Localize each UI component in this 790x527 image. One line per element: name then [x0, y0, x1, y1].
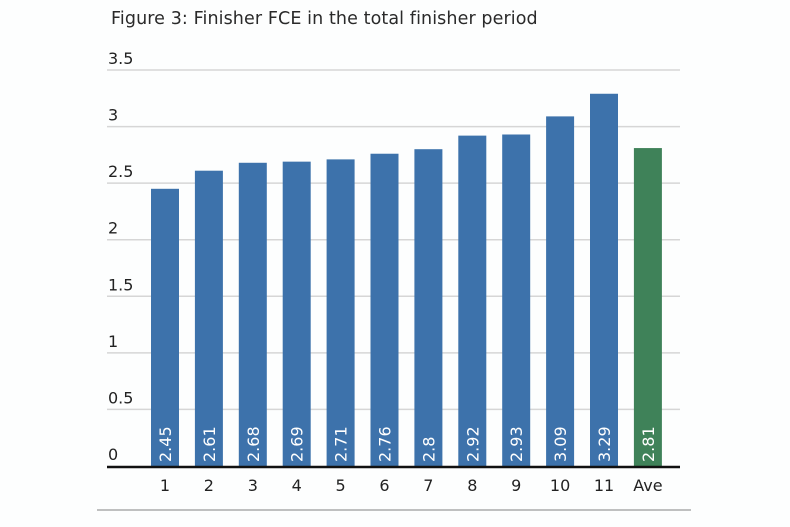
bars	[151, 93, 662, 467]
bar	[151, 188, 179, 467]
x-tick-label: 9	[511, 476, 521, 495]
data-labels: 2.45 2.61 2.68 2.69 2.71 2.76 2.8 2.92 2.93 3.09 3…	[156, 426, 658, 462]
y-tick-label: 1	[108, 332, 118, 351]
bar	[502, 134, 531, 466]
x-tick-label: 7	[423, 476, 433, 495]
data-label: 2.69	[288, 426, 307, 462]
bar	[590, 93, 618, 466]
data-label: 2.92	[463, 426, 482, 462]
bar	[414, 149, 443, 466]
x-tick-label: 2	[204, 476, 214, 495]
x-tick-label: 6	[379, 476, 389, 495]
data-label: 2.8	[419, 437, 438, 462]
data-label: 2.71	[332, 426, 351, 462]
x-axis-ticks: 1 2 3 4 5 6 7 8 9 10 11 Ave	[160, 476, 663, 495]
x-tick-label: 3	[248, 476, 258, 495]
x-tick-label: 1	[160, 476, 170, 495]
data-label: 3.09	[551, 426, 570, 462]
x-tick-label: 5	[336, 476, 346, 495]
data-label: 2.61	[200, 426, 219, 462]
y-axis-ticks: 0 0.5 1 1.5 2 2.5 3 3.5	[108, 49, 133, 464]
bar	[282, 161, 311, 466]
data-label: 2.81	[639, 426, 658, 462]
bar-average	[633, 148, 662, 466]
bar	[370, 153, 399, 466]
bar	[458, 135, 487, 466]
data-label: 2.93	[507, 426, 526, 462]
x-tick-label: 8	[467, 476, 477, 495]
x-tick-label: 4	[292, 476, 302, 495]
x-tick-label: 11	[594, 476, 614, 495]
bar	[238, 162, 267, 466]
data-label: 3.29	[595, 426, 614, 462]
data-label: 2.76	[376, 426, 395, 462]
y-tick-label: 2	[108, 219, 118, 238]
y-tick-label: 3.5	[108, 49, 133, 68]
data-label: 2.45	[156, 426, 175, 462]
y-tick-label: 0	[108, 445, 118, 464]
x-tick-label: Ave	[633, 476, 662, 495]
bar	[546, 116, 575, 466]
bar	[194, 170, 223, 466]
y-tick-label: 0.5	[108, 388, 133, 407]
data-label: 2.68	[244, 426, 263, 462]
y-tick-label: 3	[108, 106, 118, 125]
x-tick-label: 10	[550, 476, 570, 495]
chart-title: Figure 3: Finisher FCE in the total fini…	[111, 9, 538, 29]
bar	[326, 159, 355, 466]
y-tick-label: 1.5	[108, 275, 133, 294]
y-tick-label: 2.5	[108, 162, 133, 181]
